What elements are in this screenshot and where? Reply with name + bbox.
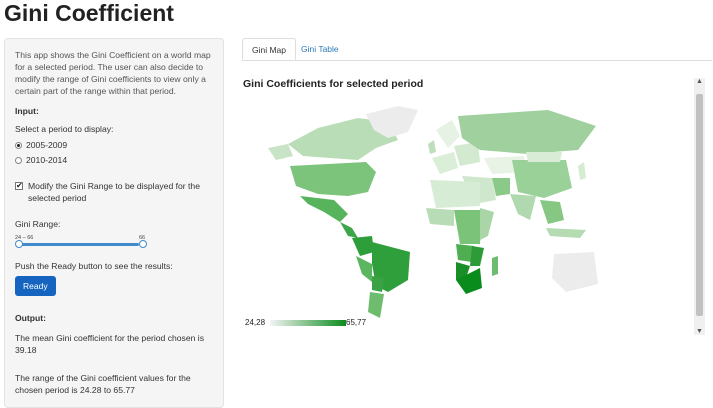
country-colombia [352, 236, 374, 256]
country-scandinavia [436, 120, 460, 148]
range-text: The range of the Gini coefficient values… [15, 373, 191, 395]
slider-max-bubble: 66 [139, 235, 146, 241]
slider-high-handle[interactable] [139, 240, 147, 248]
intro-text: This app shows the Gini Coefficient on a… [15, 50, 211, 96]
country-angola [456, 244, 474, 262]
country-mexico [300, 196, 348, 222]
country-central-africa [454, 210, 482, 244]
radio-2010-2014[interactable] [15, 156, 22, 164]
scroll-up-icon[interactable]: ▲ [696, 78, 703, 85]
country-australia [552, 252, 598, 292]
country-peru [356, 256, 372, 282]
slider-range-bubble: 24 – 66 [15, 235, 34, 241]
country-indonesia [546, 228, 586, 238]
country-japan [578, 162, 586, 180]
country-uk [428, 140, 436, 154]
country-alaska [268, 144, 293, 160]
legend-max: 65,77 [346, 318, 367, 327]
country-central-america [340, 222, 358, 238]
input-label: Input: [15, 106, 39, 116]
country-canada [288, 118, 398, 160]
country-east-africa [480, 208, 494, 240]
modify-range-label: Modify the Gini Range to be displayed fo… [28, 181, 200, 203]
mean-text: The mean Gini coefficient for the period… [15, 333, 205, 355]
country-se-asia [540, 200, 564, 224]
gini-range-slider[interactable]: 24 – 66 66 [15, 232, 213, 250]
range-label: Gini Range: [15, 219, 61, 229]
page-title: Gini Coefficient [4, 0, 174, 26]
country-north-africa [430, 180, 480, 208]
world-map[interactable] [248, 96, 604, 318]
country-argentina [368, 292, 384, 318]
slider-low-handle[interactable] [15, 240, 23, 248]
country-bolivia [372, 276, 384, 292]
country-usa [290, 162, 376, 196]
modify-range-option[interactable]: Modify the Gini Range to be displayed fo… [15, 180, 213, 204]
legend-min: 24,28 [245, 318, 266, 327]
period-option-2005-2009[interactable]: 2005-2009 [15, 139, 213, 151]
legend-color-bar [270, 320, 346, 326]
country-russia [458, 110, 596, 154]
period-label: 2005-2009 [26, 140, 68, 150]
country-greenland [366, 106, 418, 138]
period-prompt: Select a period to display: [15, 124, 114, 134]
country-west-africa [426, 208, 454, 226]
country-europe-west [432, 152, 458, 174]
country-china [512, 160, 572, 198]
scroll-down-icon[interactable]: ▼ [696, 328, 703, 335]
ready-button[interactable]: Ready [15, 276, 56, 296]
push-text: Push the Ready button to see the results… [15, 261, 173, 271]
map-scrollbar[interactable]: ▲ ▼ [694, 78, 705, 335]
country-mongolia [526, 152, 562, 162]
period-option-2010-2014[interactable]: 2010-2014 [15, 154, 213, 166]
country-zambia [470, 246, 484, 266]
country-madagascar [492, 256, 498, 276]
tab-gini-table[interactable]: Gini Table [301, 44, 339, 54]
scrollbar-thumb[interactable] [696, 94, 703, 316]
radio-2005-2009[interactable] [15, 141, 22, 149]
country-iran [492, 178, 510, 196]
output-label: Output: [15, 313, 47, 323]
tab-gini-map[interactable]: Gini Map [242, 38, 297, 60]
country-south-africa [456, 268, 482, 294]
period-label: 2010-2014 [26, 155, 68, 165]
sidebar-panel: This app shows the Gini Coefficient on a… [4, 38, 224, 408]
map-title: Gini Coefficients for selected period [243, 78, 424, 90]
country-europe-east [454, 142, 480, 166]
slider-track[interactable] [19, 243, 139, 246]
modify-range-checkbox[interactable] [15, 180, 23, 192]
tab-bar: Gini Map Gini Table [242, 38, 712, 61]
country-india [510, 194, 536, 220]
